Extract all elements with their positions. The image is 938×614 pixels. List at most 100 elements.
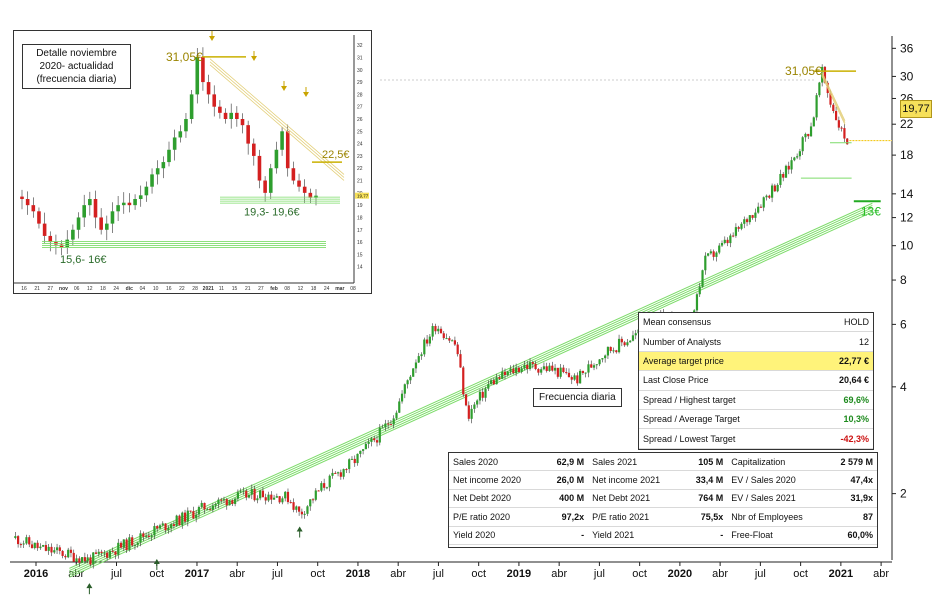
candle-body [770, 185, 774, 198]
candle-body [615, 350, 618, 353]
fundamentals-row: Net Debt 2020 400 M Net Debt 2021 764 M EV /… [449, 489, 877, 509]
candle-body [456, 344, 459, 355]
fundamentals-value: 2 579 M [826, 453, 877, 472]
x-tick-label: oct [149, 568, 164, 580]
candle-body [225, 499, 228, 506]
x-tick-label: jul [110, 568, 122, 580]
inset-candle-body [252, 143, 256, 156]
candle-body [278, 496, 281, 503]
consensus-value: 22,77 € [810, 351, 873, 372]
candle-body [36, 542, 39, 549]
candle-body [556, 367, 559, 377]
inset-x-tick-label: 27 [48, 286, 54, 292]
candle-body [768, 195, 771, 198]
resistance-label: 31,05€ [785, 64, 822, 78]
candle-body [72, 552, 75, 562]
candle-body [306, 506, 309, 514]
candle-body [14, 536, 17, 538]
inset-downtrend-line [209, 64, 345, 181]
y-tick-label: 14 [900, 187, 914, 201]
candle-body [754, 212, 757, 218]
candle-body [220, 499, 223, 501]
x-tick-label: abr [390, 568, 406, 580]
candle-body [798, 151, 802, 157]
inset-candle-body [172, 137, 177, 150]
inset-candle-body [297, 180, 301, 187]
inset-candle-body [218, 106, 222, 113]
candle-body [139, 533, 142, 543]
candle-body [367, 441, 370, 444]
inset-candle-body [285, 131, 290, 169]
candle-body [270, 494, 273, 500]
candle-body [314, 490, 317, 500]
candle-body [425, 339, 429, 344]
candle-body [579, 370, 582, 384]
consensus-label: Number of Analysts [639, 331, 811, 352]
candle-body [528, 362, 532, 369]
candle-body [275, 496, 278, 498]
candle-body [812, 117, 815, 127]
fundamentals-value: 105 M [682, 453, 728, 472]
candle-body [253, 489, 256, 501]
candle-body [807, 133, 810, 137]
candle-body [712, 251, 715, 257]
candle-body [623, 342, 626, 346]
candle-body [311, 499, 315, 501]
inset-candle-body [105, 223, 109, 230]
inset-x-tick-label: 21 [34, 286, 40, 292]
candle-body [698, 286, 701, 295]
inset-y-tick-label: 15 [357, 252, 363, 258]
consensus-label: Mean consensus [639, 313, 811, 333]
candle-body [389, 424, 393, 426]
x-tick-label: abr [712, 568, 728, 580]
candle-body [303, 513, 306, 515]
frequency-label: Frecuencia diaria [533, 388, 622, 407]
x-tick-label: 2020 [668, 568, 692, 580]
x-tick-label: jul [593, 568, 605, 580]
candle-body [548, 365, 551, 371]
candle-body [515, 367, 518, 374]
candle-body [729, 235, 732, 244]
inset-x-tick-label: 28 [192, 286, 198, 292]
y-tick-label: 30 [900, 69, 914, 83]
inset-candle-body [37, 211, 41, 224]
candle-body [272, 497, 276, 500]
candle-body [111, 550, 114, 552]
candle-body [573, 375, 576, 380]
candle-body [28, 537, 31, 545]
arrow-head [296, 526, 303, 532]
candle-body [250, 489, 253, 495]
candle-body [181, 512, 184, 526]
candle-body [336, 472, 340, 474]
inset-candle-body [178, 131, 183, 138]
inset-x-tick-label: 24 [113, 286, 119, 292]
inset-candle-body [274, 149, 279, 169]
inset-candle-body [240, 119, 245, 126]
candle-body [709, 251, 712, 254]
candle-body [476, 400, 479, 405]
candle-body [765, 195, 768, 198]
candle-body [609, 346, 612, 351]
support-line [69, 207, 873, 574]
candle-body [428, 336, 431, 344]
candle-body [147, 535, 150, 537]
fundamentals-label: EV / Sales 2021 [727, 489, 827, 509]
candle-body [370, 438, 373, 442]
candle-body [206, 509, 209, 511]
inset-candle-body [189, 94, 194, 119]
candle-body [704, 255, 707, 271]
consensus-label: Spread / Average Target [639, 409, 811, 430]
inset-candle-body [302, 186, 307, 193]
x-tick-label: abr [873, 568, 889, 580]
candle-body [136, 542, 139, 545]
candle-body [462, 367, 465, 395]
candle-body [464, 394, 468, 406]
candle-body [178, 515, 181, 526]
inset-x-tick-label: mar [335, 286, 344, 292]
candle-body [818, 82, 821, 96]
candle-body [328, 475, 331, 488]
candle-body [261, 490, 265, 498]
candle-body [796, 156, 799, 158]
candle-body [125, 539, 128, 551]
x-tick-label: oct [632, 568, 647, 580]
